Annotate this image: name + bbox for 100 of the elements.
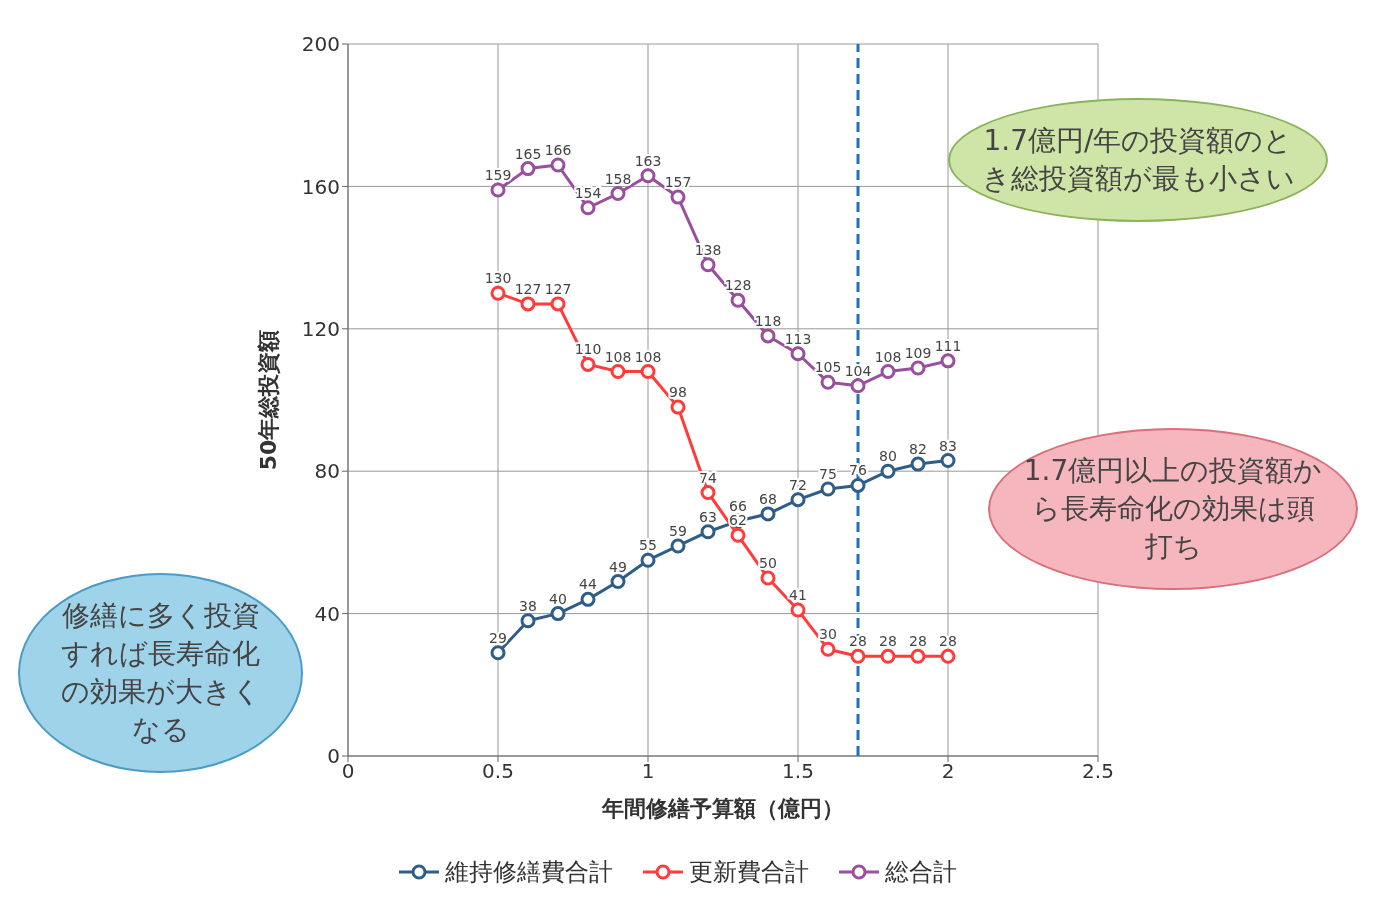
data-label: 127 xyxy=(514,280,542,297)
x-tick-label: 0.5 xyxy=(482,759,514,784)
point xyxy=(580,356,596,372)
data-label: 166 xyxy=(544,142,572,159)
point xyxy=(550,606,566,622)
data-label: 159 xyxy=(484,166,512,183)
x-tick-label: 1 xyxy=(641,759,655,784)
data-label: 165 xyxy=(514,145,542,162)
point xyxy=(610,574,626,590)
point xyxy=(910,456,926,472)
data-label: 28 xyxy=(879,633,897,650)
point xyxy=(490,285,506,301)
point xyxy=(700,485,716,501)
data-label: 29 xyxy=(489,629,507,646)
data-label: 75 xyxy=(819,466,837,482)
y-tick-label: 160 xyxy=(301,174,340,199)
point xyxy=(670,399,686,415)
text: 修繕に多く投資すれば長寿命化の効果が大きくなる xyxy=(18,573,303,773)
data-label: 30 xyxy=(819,626,837,643)
data-label: 108 xyxy=(874,348,902,365)
point xyxy=(700,524,716,540)
point xyxy=(850,378,866,394)
point xyxy=(550,157,566,173)
point xyxy=(880,463,896,479)
x-tick-label: 1.5 xyxy=(782,759,814,784)
y-axis-title: 50年総投資額 xyxy=(255,329,281,471)
point xyxy=(520,161,536,177)
data-label: 158 xyxy=(604,170,632,187)
y-tick-label: 200 xyxy=(301,32,340,57)
point xyxy=(820,481,836,497)
point xyxy=(940,453,956,469)
point xyxy=(490,182,506,198)
data-label: 76 xyxy=(849,462,867,479)
point xyxy=(820,641,836,657)
data-label: 109 xyxy=(904,344,932,361)
x-tick-label: 2.5 xyxy=(1082,759,1114,784)
point xyxy=(760,570,776,586)
data-label: 68 xyxy=(759,490,777,507)
point xyxy=(700,257,716,273)
point xyxy=(850,648,866,664)
legend-label: 更新費合計 xyxy=(689,857,809,888)
data-label: 40 xyxy=(549,590,567,607)
point xyxy=(640,168,656,184)
point xyxy=(640,364,656,380)
point xyxy=(940,648,956,664)
y-tick-label: 40 xyxy=(314,601,340,626)
point xyxy=(850,477,866,493)
point xyxy=(880,648,896,664)
point xyxy=(640,552,656,568)
point xyxy=(790,346,806,362)
point xyxy=(760,328,776,344)
data-label: 80 xyxy=(879,448,897,465)
point xyxy=(550,296,566,312)
data-label: 72 xyxy=(789,476,807,493)
y-tick-label: 120 xyxy=(301,316,340,341)
data-label: 28 xyxy=(849,633,867,650)
point xyxy=(520,296,536,312)
data-label: 118 xyxy=(754,312,782,329)
point xyxy=(670,538,686,554)
data-label: 113 xyxy=(784,330,812,347)
annotation: 1.7億円/年の投資額のとき総投資額が最も小さい xyxy=(948,98,1328,222)
y-tick-label: 80 xyxy=(314,459,340,484)
data-label: 104 xyxy=(844,362,872,379)
point xyxy=(910,360,926,376)
data-label: 111 xyxy=(934,337,962,354)
data-label: 163 xyxy=(634,152,662,169)
data-label: 128 xyxy=(724,277,752,294)
data-label: 66 xyxy=(729,498,747,515)
data-label: 49 xyxy=(609,558,627,575)
point xyxy=(520,613,536,629)
data-label: 63 xyxy=(699,508,717,525)
data-label: 82 xyxy=(909,441,927,458)
x-tick-label: 2 xyxy=(941,759,955,784)
data-label: 108 xyxy=(604,348,632,365)
data-label: 83 xyxy=(939,437,957,454)
point xyxy=(580,591,596,607)
data-label: 44 xyxy=(579,576,597,593)
data-label: 127 xyxy=(544,280,572,297)
point xyxy=(760,506,776,522)
data-label: 41 xyxy=(789,587,807,604)
point xyxy=(730,292,746,308)
point xyxy=(610,186,626,202)
point xyxy=(490,645,506,661)
data-label: 28 xyxy=(909,633,927,650)
annotation: 1.7億円以上の投資額から長寿命化の効果は頭打ち xyxy=(988,428,1358,590)
data-label: 157 xyxy=(664,174,692,191)
data-label: 28 xyxy=(939,633,957,650)
point xyxy=(730,527,746,543)
data-label: 55 xyxy=(639,537,657,554)
point xyxy=(880,364,896,380)
point xyxy=(580,200,596,216)
legend-label: 維持修繕費合計 xyxy=(445,857,613,888)
data-label: 59 xyxy=(669,522,687,539)
data-label: 108 xyxy=(634,348,662,365)
data-label: 130 xyxy=(484,270,512,287)
point xyxy=(910,648,926,664)
point xyxy=(940,353,956,369)
data-label: 50 xyxy=(759,555,777,571)
point xyxy=(610,364,626,380)
data-label: 98 xyxy=(669,384,687,401)
